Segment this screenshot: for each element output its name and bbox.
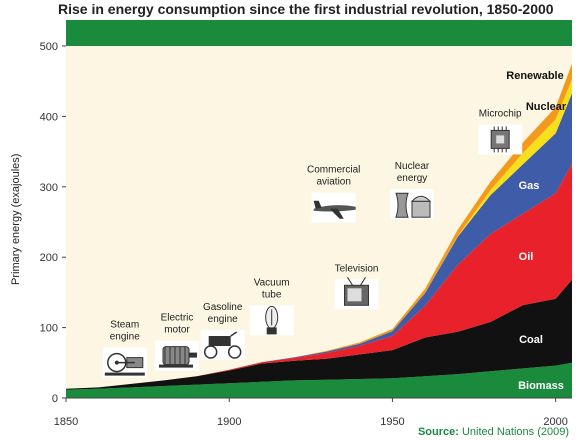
area-coal [66, 279, 572, 390]
series-label-oil: Oil [519, 251, 534, 263]
top-band [66, 20, 572, 46]
annotation-electric-motor: Electric motor [161, 313, 194, 336]
annotation-icons [102, 124, 523, 378]
annotation-vacuum-tube: Vacuum tube [254, 277, 290, 300]
television-icon [334, 277, 379, 310]
y-tick-label: 100 [40, 323, 58, 335]
source-note: Source: United Nations (2009) [418, 426, 569, 438]
annotation-television: Television [335, 263, 379, 274]
y-ticks: 0 100 200 300 400 500 [40, 41, 66, 405]
series-label-coal: Coal [519, 334, 543, 346]
x-tick-label: 1900 [217, 416, 241, 428]
y-tick-label: 400 [40, 111, 58, 123]
annotation-microchip: Microchip [479, 108, 522, 119]
series-labels: Biomass Coal Oil Gas Nuclear Renewable [506, 70, 567, 392]
area-biomass [66, 362, 572, 398]
series-label-nuclear: Nuclear [526, 101, 567, 113]
x-tick-label: 1950 [380, 416, 404, 428]
y-tick-label: 0 [52, 393, 58, 405]
annotation-gasoline-engine: Gasoline engine [203, 302, 243, 325]
area-oil [66, 163, 572, 389]
steam-engine-icon [102, 347, 147, 378]
source-label: Source: [417, 426, 459, 438]
y-tick-label: 500 [40, 41, 58, 53]
annotation-steam-engine: Steam engine [110, 320, 140, 343]
airplane-icon [311, 192, 356, 223]
nuclear-plant-icon [390, 189, 434, 220]
series-label-renewable: Renewable [506, 70, 563, 82]
car-icon [200, 330, 245, 360]
y-tick-label: 300 [40, 182, 58, 194]
x-tick-label: 2000 [543, 416, 567, 428]
series-label-biomass: Biomass [518, 380, 564, 392]
x-ticks: 1850 1900 1950 2000 [54, 398, 568, 428]
electric-motor-icon [155, 340, 199, 371]
area-gas [66, 93, 572, 389]
chart-title: Rise in energy consumption since the fir… [58, 1, 554, 17]
annotation-labels: Steam engine Electric motor Gasoline engine Va… [110, 108, 522, 342]
annotation-nuclear-energy: Nuclear energy [395, 161, 430, 184]
vacuum-tube-icon [249, 305, 294, 336]
area-layers [66, 63, 572, 398]
x-tick-label: 1850 [54, 416, 78, 428]
y-tick-label: 200 [40, 252, 58, 264]
source-text: United Nations (2009) [461, 426, 569, 438]
microchip-icon [478, 124, 523, 155]
series-label-gas: Gas [519, 180, 540, 192]
annotation-commercial-aviation: Commercial aviation [307, 165, 360, 188]
